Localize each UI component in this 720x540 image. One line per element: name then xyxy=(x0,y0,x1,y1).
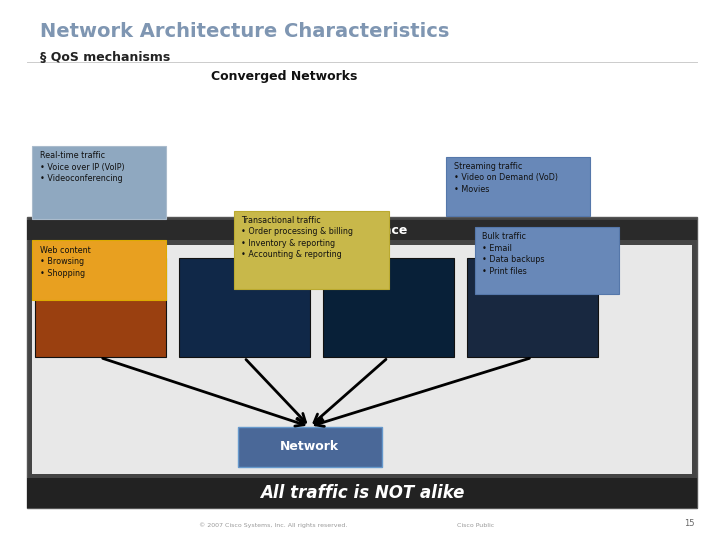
Text: § QoS mechanisms: § QoS mechanisms xyxy=(40,51,170,64)
Bar xyxy=(32,240,166,300)
Bar xyxy=(27,217,697,508)
Bar xyxy=(27,478,697,508)
Bar xyxy=(179,258,310,357)
Bar xyxy=(467,258,598,357)
Bar xyxy=(475,227,619,294)
Text: Transactional traffic
• Order processing & billing
• Inventory & reporting
• Acc: Transactional traffic • Order processing… xyxy=(241,216,354,259)
Bar xyxy=(234,211,389,289)
Text: Network: Network xyxy=(280,440,339,454)
Text: Bulk traffic
• Email
• Data backups
• Print files: Bulk traffic • Email • Data backups • Pr… xyxy=(482,232,545,275)
Text: Convergence: Convergence xyxy=(317,224,408,237)
Text: Converged Networks: Converged Networks xyxy=(211,70,358,83)
Text: © 2007 Cisco Systems, Inc. All rights reserved.: © 2007 Cisco Systems, Inc. All rights re… xyxy=(199,523,348,528)
Bar xyxy=(35,258,166,357)
Bar xyxy=(32,146,166,219)
Text: Web content
• Browsing
• Shopping: Web content • Browsing • Shopping xyxy=(40,246,90,278)
Bar xyxy=(238,427,382,467)
Bar xyxy=(446,157,590,216)
Text: All traffic is NOT alike: All traffic is NOT alike xyxy=(260,484,464,502)
Text: Network Architecture Characteristics: Network Architecture Characteristics xyxy=(40,22,449,40)
Bar xyxy=(32,245,692,474)
Text: 15: 15 xyxy=(684,519,695,528)
Text: Cisco Public: Cisco Public xyxy=(456,523,494,528)
Bar xyxy=(323,258,454,357)
Text: Streaming traffic
• Video on Demand (VoD)
• Movies: Streaming traffic • Video on Demand (VoD… xyxy=(454,162,557,194)
Text: Real-time traffic
• Voice over IP (VoIP)
• Videoconferencing: Real-time traffic • Voice over IP (VoIP)… xyxy=(40,151,125,183)
Bar xyxy=(27,220,697,240)
